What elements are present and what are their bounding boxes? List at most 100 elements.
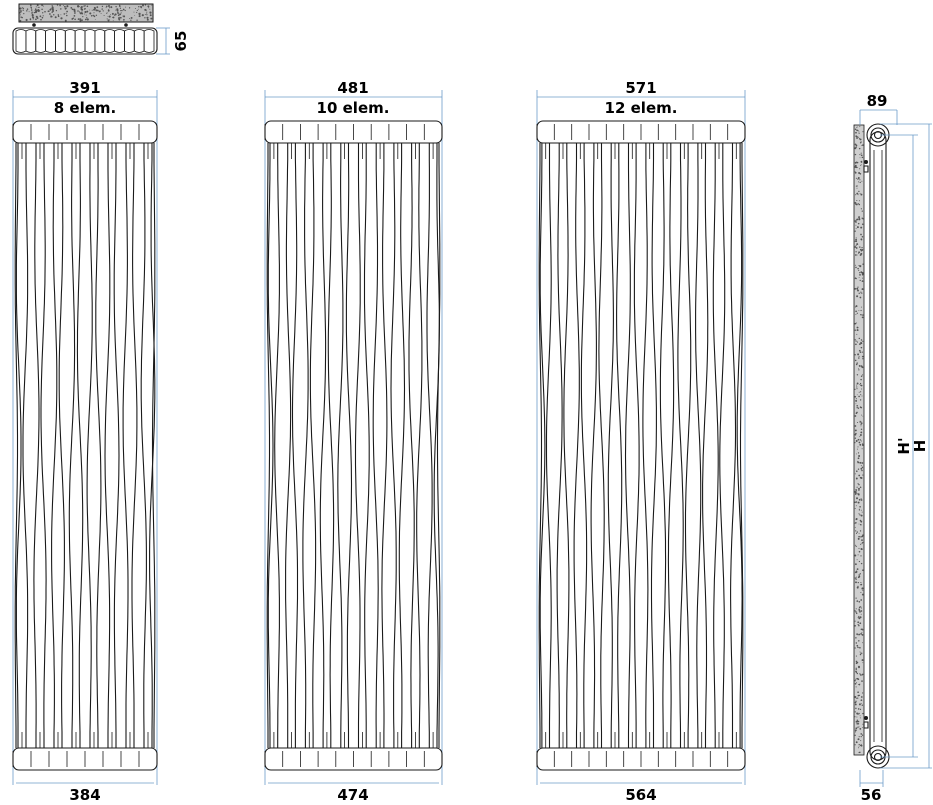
wall-speckle-dot [60, 14, 62, 16]
wall-speckle-dot [855, 305, 858, 308]
wall-speckle-dot [855, 228, 857, 230]
wall-speckle-dot [857, 438, 860, 441]
wall-speckle-dot [855, 238, 857, 241]
wall-speckle-dot [117, 14, 120, 16]
wavy-tube [345, 143, 353, 748]
wall-speckle-dot [128, 7, 131, 9]
wall-speckle-dot [860, 160, 863, 163]
wall-speckle-dot [63, 4, 65, 6]
wall-speckle-dot [854, 701, 857, 704]
wall-speckle-dot [44, 10, 46, 13]
wall-speckle-dot [856, 493, 858, 495]
wall-speckle-dot [854, 230, 856, 232]
bottom-width-label: 384 [69, 786, 100, 804]
wall-speckle-dot [49, 9, 51, 11]
wall-speckle-dot [856, 470, 858, 472]
wall-speckle-dot [857, 194, 859, 196]
wall-speckle-dot [860, 226, 863, 229]
top-view-body [12, 27, 158, 55]
wall-speckle-dot [858, 489, 860, 491]
wall-speckle-dot [123, 18, 125, 21]
wall-speckle-dot [856, 199, 858, 202]
wall-speckle-dot [101, 5, 104, 8]
radiator-body [264, 120, 443, 771]
wall-speckle-dot [855, 501, 858, 503]
wall-speckle-dot [86, 18, 89, 21]
wall-speckle-dot [861, 210, 863, 212]
wall-speckle-dot [860, 562, 863, 565]
wall-speckle-dot [858, 703, 861, 706]
wall-speckle-dot [860, 271, 863, 274]
wall-speckle-dot [860, 141, 862, 143]
wall-speckle-dot [51, 5, 53, 7]
wall-speckle-dot [28, 11, 30, 13]
wall-speckle-dot [23, 13, 25, 15]
top-view-tube [104, 29, 115, 53]
wall-speckle-dot [858, 395, 860, 398]
wall-speckle-dot [860, 696, 863, 698]
wall-speckle-dot [117, 12, 119, 15]
wavy-tube [309, 143, 317, 748]
wall-speckle-dot [79, 12, 82, 15]
wall-speckle-dot [858, 474, 861, 477]
wall-speckle-dot [57, 15, 60, 18]
wall-speckle-dot [862, 263, 864, 265]
wall-speckle-dot [858, 253, 860, 255]
wall-speckle-dot [859, 523, 862, 526]
top-view-tube [94, 29, 106, 53]
wall-speckle-dot [860, 613, 862, 615]
wall-speckle-dot [856, 137, 858, 139]
wall-speckle-dot [857, 353, 860, 356]
wall-speckle-dot [856, 677, 858, 680]
wall-speckle-dot [65, 12, 67, 14]
wall-speckle-dot [858, 624, 860, 626]
wall-speckle-dot [855, 440, 858, 442]
wavy-tube [76, 143, 84, 748]
wall-speckle-dot [148, 7, 150, 9]
wall-speckle-dot [860, 733, 862, 735]
wall-speckle-dot [858, 364, 861, 367]
wall-speckle-dot [862, 541, 864, 544]
wall-speckle-dot [860, 581, 862, 584]
wall-speckle-dot [857, 457, 860, 460]
wall-speckle-dot [86, 17, 88, 19]
wall-speckle-dot [856, 716, 858, 718]
wall-speckle-dot [855, 608, 857, 610]
wall-speckle-dot [118, 4, 121, 7]
wall-speckle-dot [96, 6, 99, 8]
wall-speckle-dot [860, 543, 862, 546]
side-view-bracket-pin [864, 160, 868, 164]
wall-speckle-dot [134, 15, 136, 16]
wall-speckle-dot [855, 412, 858, 415]
wall-speckle-dot [854, 703, 857, 706]
side-view-bracket-bottom [863, 721, 869, 729]
wall-speckle-dot [31, 14, 34, 17]
wavy-tube [327, 143, 335, 748]
wavy-tube [22, 143, 29, 748]
wall-speckle-dot [855, 221, 857, 223]
wall-speckle-dot [858, 751, 860, 754]
wall-speckle-dot [861, 673, 864, 676]
wall-speckle-dot [858, 606, 861, 609]
wall-speckle-dot [860, 440, 862, 442]
wall-speckle-dot [855, 310, 857, 313]
bottom-depth-label: 56 [861, 786, 882, 804]
wall-speckle-dot [859, 434, 862, 436]
wall-speckle-dot [858, 132, 860, 134]
wall-speckle-dot [93, 12, 95, 14]
wall-speckle-dot [854, 577, 856, 579]
wall-speckle-dot [81, 11, 83, 13]
wall-speckle-dot [859, 476, 862, 479]
wall-speckle-dot [858, 136, 860, 138]
wall-speckle-dot [860, 394, 862, 396]
wavy-tube [113, 143, 120, 748]
wall-speckle-dot [858, 276, 860, 278]
wall-speckle-dot [150, 14, 152, 17]
wall-speckle-dot [859, 274, 861, 276]
wall-speckle-dot [859, 246, 861, 248]
wall-speckle-dot [858, 745, 860, 747]
wall-speckle-dot [860, 652, 862, 654]
wall-speckle-dot [860, 591, 862, 594]
wall-speckle-dot [855, 477, 858, 480]
wall-speckle-dot [862, 144, 864, 146]
